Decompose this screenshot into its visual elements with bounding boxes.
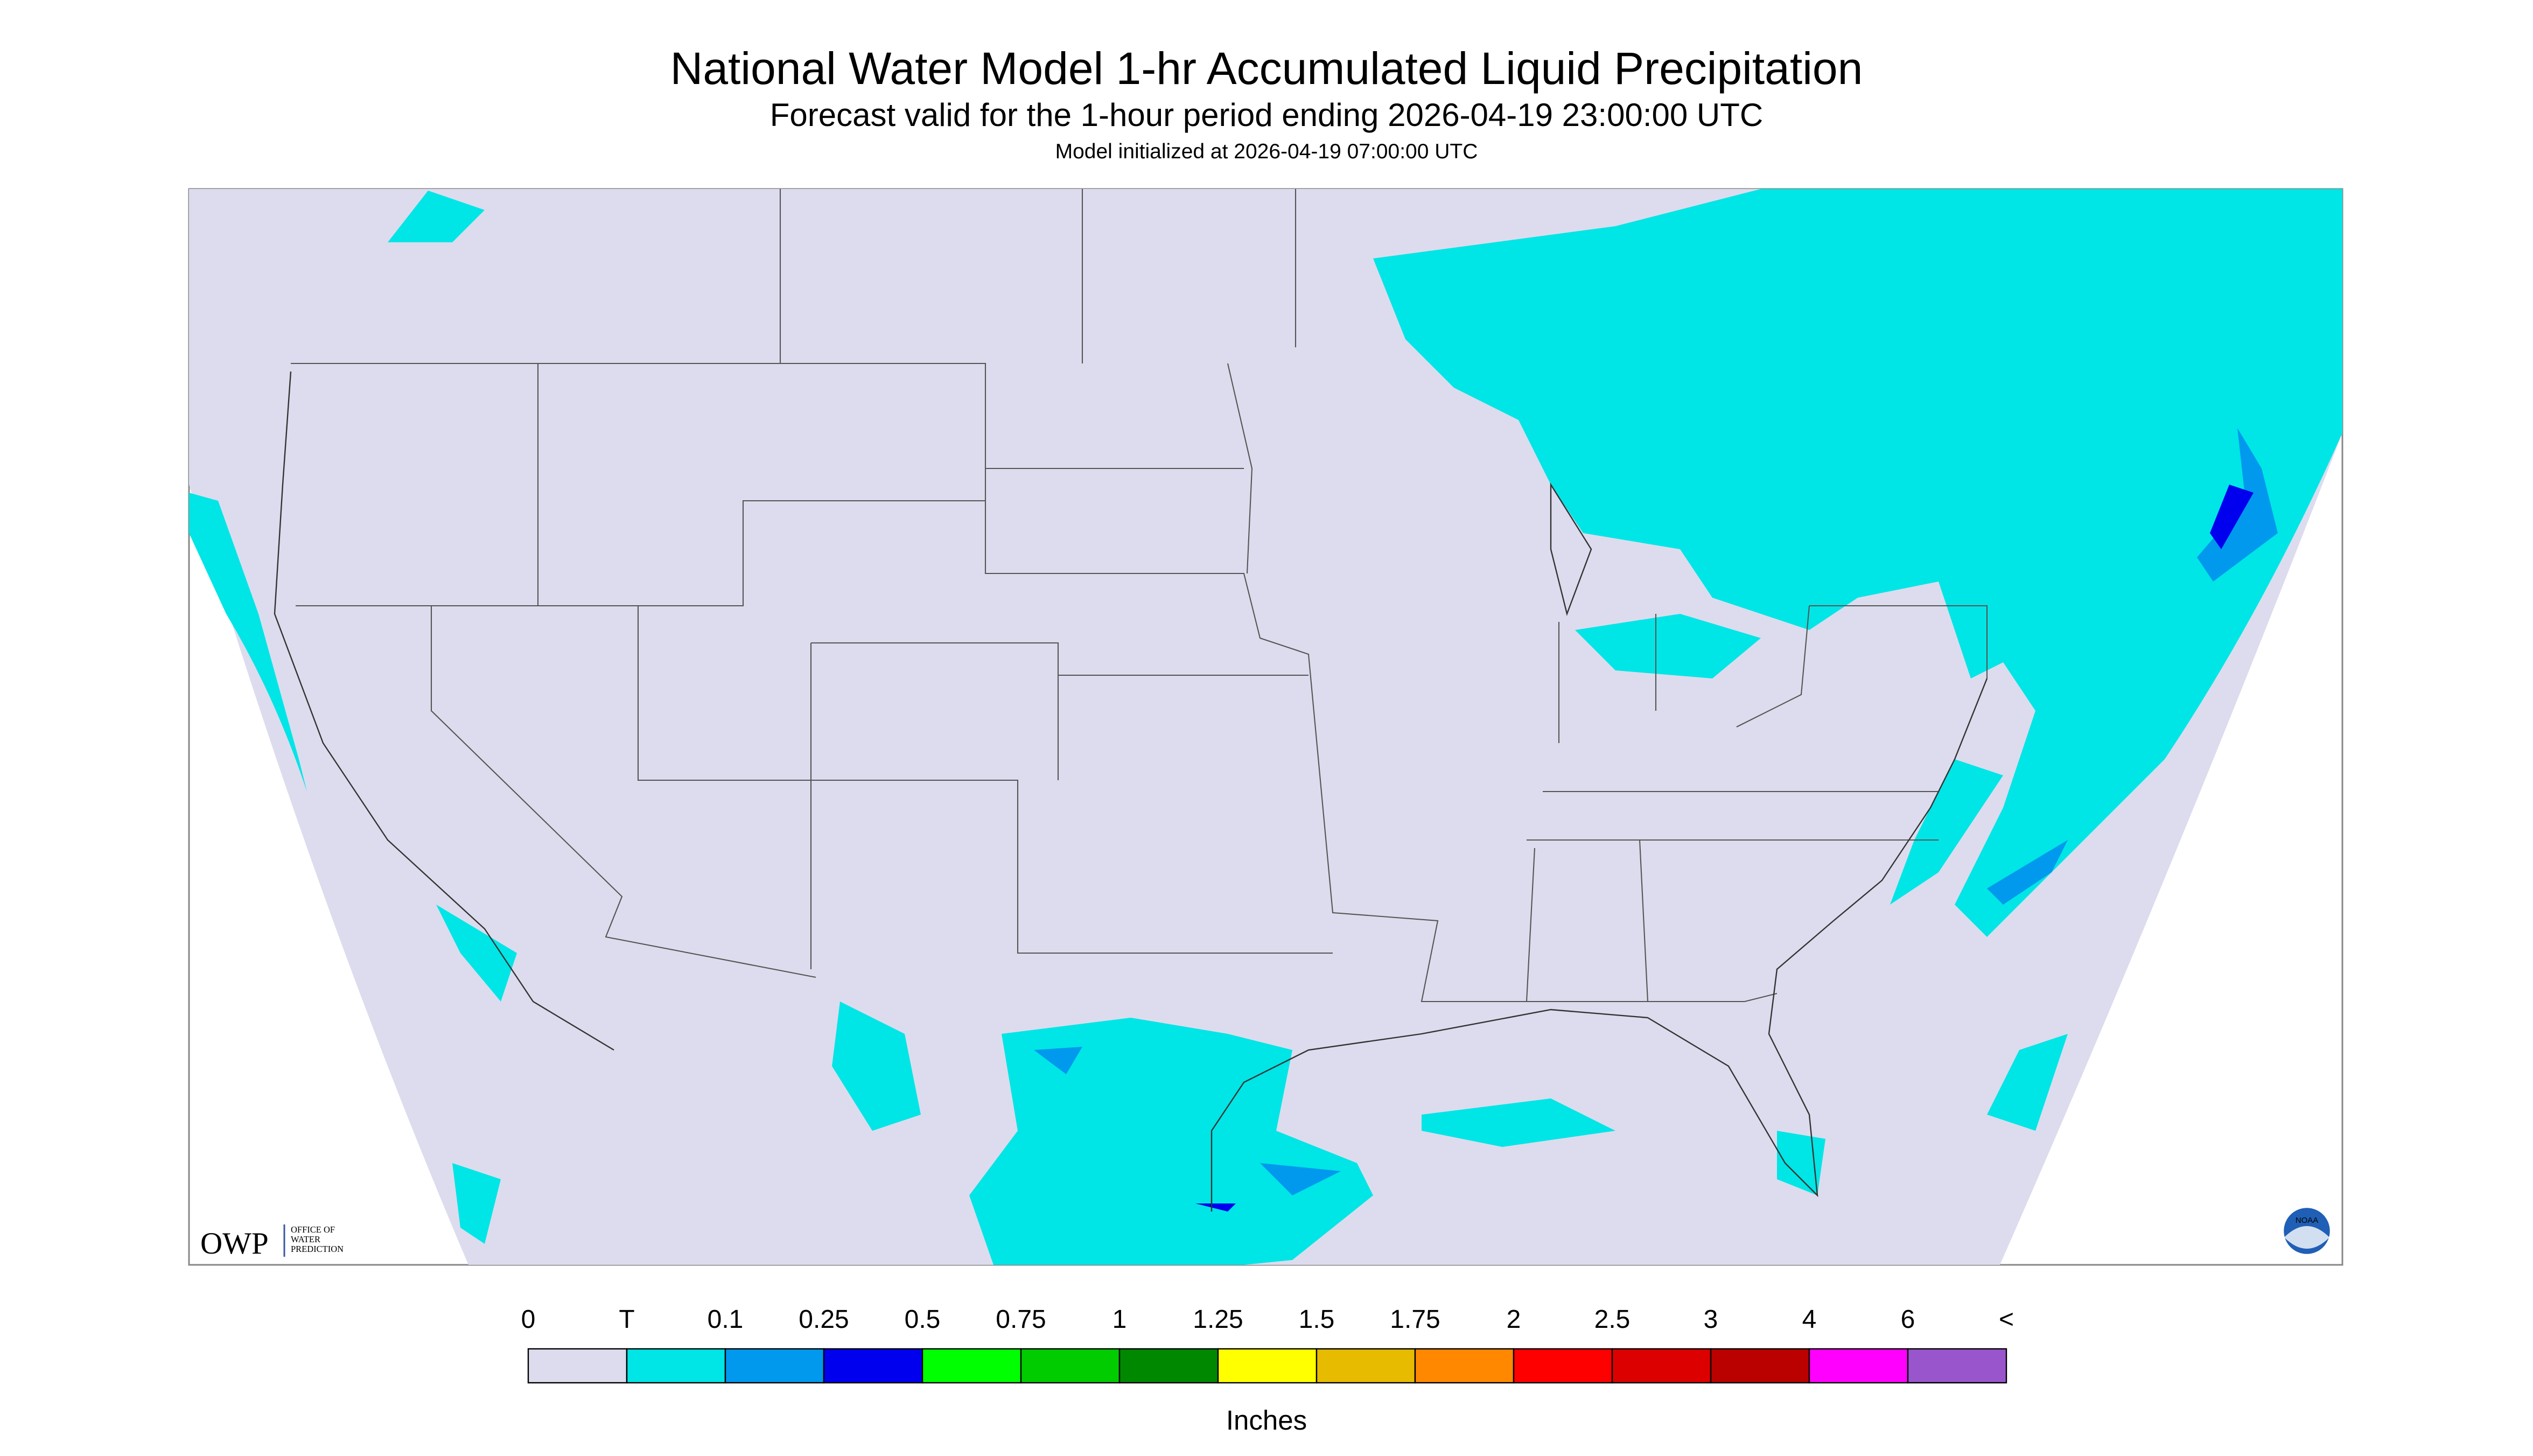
legend-label: 1.75 — [1390, 1305, 1440, 1334]
legend-label: T — [619, 1305, 634, 1334]
legend-swatch — [527, 1348, 628, 1384]
subtitle: Forecast valid for the 1-hour period end… — [770, 97, 1763, 133]
legend-swatch — [1217, 1348, 1318, 1384]
legend-swatch — [1118, 1348, 1219, 1384]
legend-label: 1.25 — [1193, 1305, 1243, 1334]
init-note: Model initialized at 2026-04-19 07:00:00… — [1055, 140, 1478, 163]
logo-line: WATER — [291, 1234, 320, 1244]
legend-label: 1.5 — [1299, 1305, 1335, 1334]
legend-label: 4 — [1802, 1305, 1817, 1334]
legend-swatch — [921, 1348, 1022, 1384]
legend-label: 0 — [521, 1305, 536, 1334]
legend-swatch — [1020, 1348, 1121, 1384]
legend-label: 0.1 — [708, 1305, 744, 1334]
legend-label: 6 — [1901, 1305, 1915, 1334]
legend-swatch — [724, 1348, 825, 1384]
legend-swatch — [1808, 1348, 1909, 1384]
title: National Water Model 1-hr Accumulated Li… — [670, 43, 1863, 94]
legend-label: 2.5 — [1594, 1305, 1631, 1334]
precip-trace — [189, 189, 2342, 1265]
legend-swatch — [1907, 1348, 2007, 1384]
legend-label: 0.25 — [799, 1305, 849, 1334]
precip-moderate — [1195, 485, 2254, 1212]
legend-swatch — [1611, 1348, 1712, 1384]
state-borders — [291, 189, 1988, 1003]
legend-label: < — [1999, 1305, 2014, 1334]
logo-text: OWP — [200, 1227, 269, 1261]
legend-label: 1 — [1112, 1305, 1127, 1334]
legend-swatch — [1414, 1348, 1515, 1384]
legend-swatch — [823, 1348, 923, 1384]
legend-swatch — [1513, 1348, 1613, 1384]
legend-swatch — [1710, 1348, 1810, 1384]
legend: 0 T 0.1 0.25 0.5 0.75 1 1.25 1.5 1.75 2 2.5 3 4 6 < — [521, 1305, 2014, 1384]
legend-label: 0.5 — [905, 1305, 941, 1334]
legend-label: 3 — [1704, 1305, 1718, 1334]
coastlines — [274, 371, 1988, 1212]
legend-label: 2 — [1507, 1305, 1521, 1334]
agency-label: NOAA — [2296, 1216, 2319, 1225]
legend-unit: Inches — [1226, 1405, 1307, 1436]
logo-line: OFFICE OF — [291, 1224, 335, 1235]
legend-swatch — [1316, 1348, 1416, 1384]
legend-swatch — [626, 1348, 726, 1384]
legend-label: 0.75 — [996, 1305, 1046, 1334]
agency-logo-mark — [2284, 1226, 2329, 1249]
logo-line: PREDICTION — [291, 1244, 344, 1254]
